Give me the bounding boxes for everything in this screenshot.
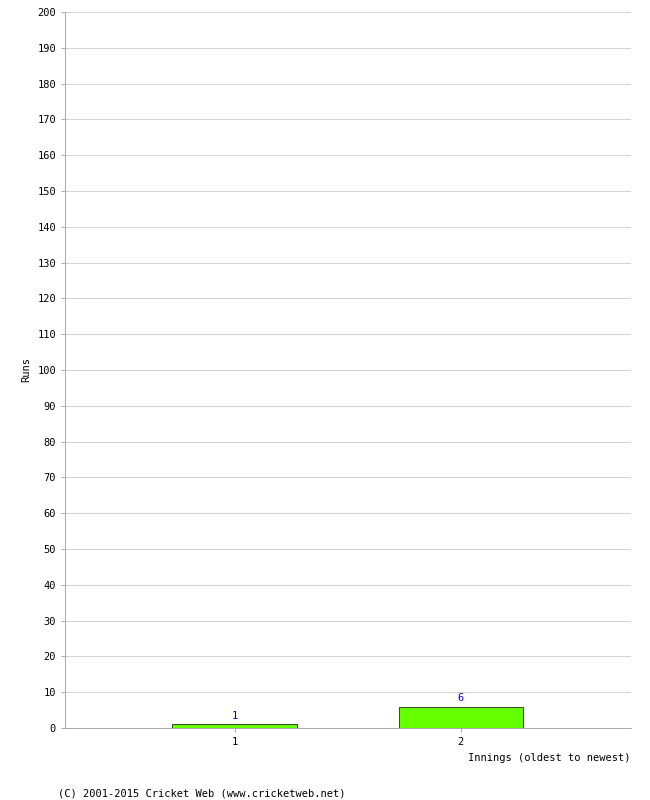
Bar	[398, 706, 523, 728]
Text: 1: 1	[231, 711, 238, 721]
Bar	[172, 725, 297, 728]
Y-axis label: Runs: Runs	[21, 358, 32, 382]
X-axis label: Innings (oldest to newest): Innings (oldest to newest)	[468, 753, 630, 762]
Text: (C) 2001-2015 Cricket Web (www.cricketweb.net): (C) 2001-2015 Cricket Web (www.cricketwe…	[58, 789, 346, 798]
Text: 6: 6	[458, 693, 464, 703]
